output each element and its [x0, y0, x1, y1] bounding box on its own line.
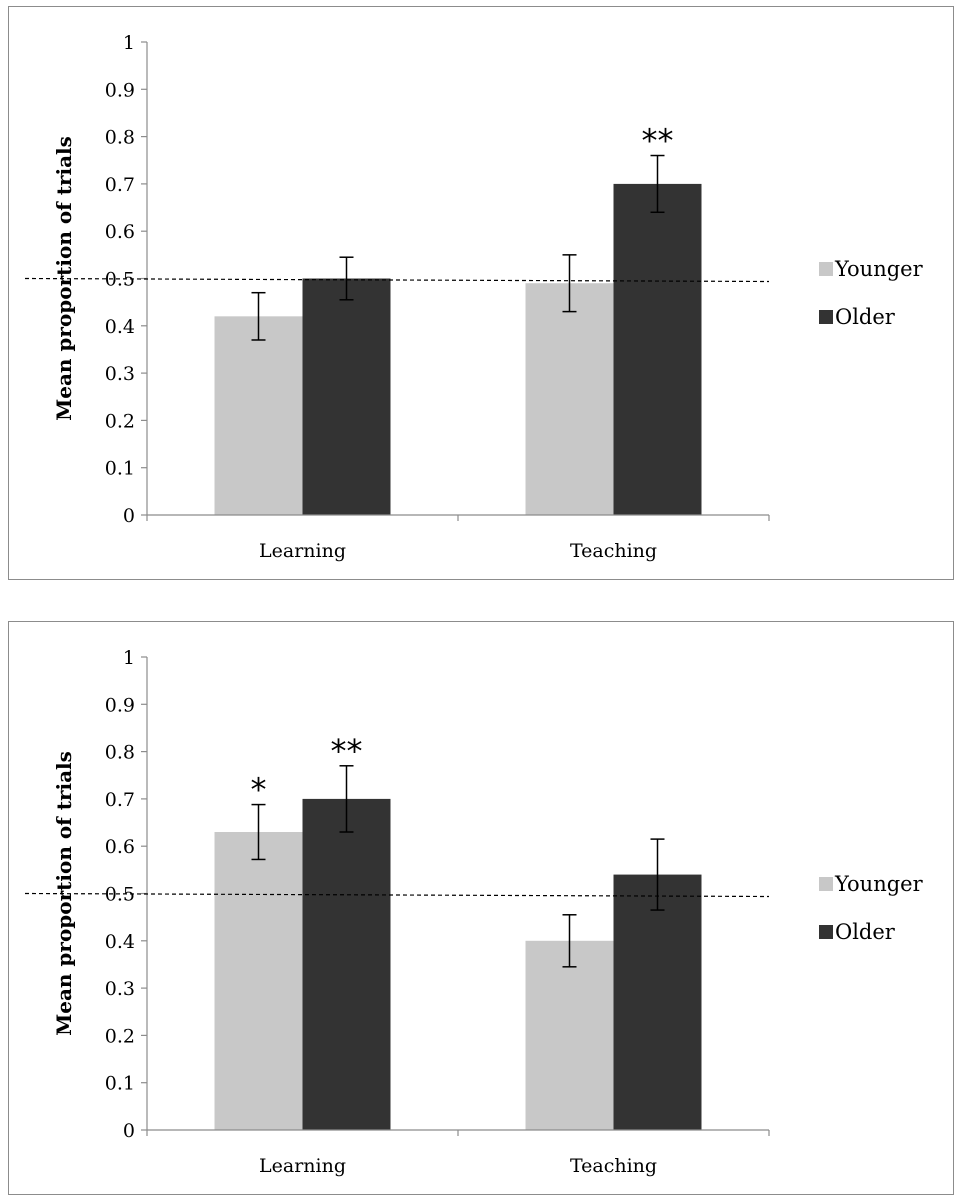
chart2-bar-younger-teaching [525, 940, 614, 1130]
chart2-reference-line [24, 892, 770, 898]
chart1-y-axis-label: Mean proportion of trials [52, 136, 76, 421]
chart2-y-tick-label-4: 0.4 [105, 931, 135, 953]
chart2-y-tick-label-6: 0.6 [105, 836, 135, 858]
chart2-y-tick-label-0: 0 [123, 1120, 135, 1142]
chart2-y-axis-label: Mean proportion of trials [52, 751, 76, 1036]
chart1-legend-label-older: Older [835, 305, 896, 329]
chart1-y-tick-label-3: 0.3 [105, 363, 135, 385]
chart1-y-tick-label-9: 0.9 [105, 79, 135, 101]
chart1-y-tick-label-0: 0 [123, 505, 135, 527]
chart2-bar-older-learning [302, 798, 391, 1130]
chart2-y-tick-label-9: 0.9 [105, 694, 135, 716]
chart1-reference-line [24, 277, 770, 283]
chart1-y-tick-label-10: 1 [123, 32, 135, 54]
chart2-legend-label-younger: Younger [834, 872, 924, 896]
chart1-legend-swatch-older [819, 310, 833, 324]
chart2-legend-label-older: Older [835, 920, 896, 944]
chart1-bar-older-learning [302, 278, 391, 515]
chart2-y-tick-label-5: 0.5 [105, 884, 135, 906]
bar-chart-2: 0 0.1 0.2 0.3 0.4 0.5 0.6 0.7 0.8 0.9 1 Learning Tea… [24, 647, 924, 1177]
chart2-y-tick-label-10: 1 [123, 647, 135, 669]
chart1-x-tick-label-learning: Learning [259, 540, 346, 562]
chart1-y-tick-label-5: 0.5 [105, 269, 135, 291]
chart1-bar-younger-teaching [525, 283, 614, 515]
chart1-legend-swatch-younger [819, 262, 833, 276]
chart1-y-tick-label-8: 0.8 [105, 127, 135, 149]
chart2-y-tick-label-7: 0.7 [105, 789, 135, 811]
chart2-y-tick-label-2: 0.2 [105, 1025, 135, 1047]
chart1-y-tick-label-2: 0.2 [105, 410, 135, 432]
chart2-bar-younger-learning [214, 832, 303, 1130]
chart1-y-tick-label-1: 0.1 [105, 458, 135, 480]
bar-chart-1: 0 0.1 0.2 0.3 0.4 0.5 0.6 0.7 0.8 0.9 1 Learning Tea… [24, 32, 924, 562]
chart2-y-tick-label-3: 0.3 [105, 978, 135, 1000]
chart1-y-tick-label-7: 0.7 [105, 174, 135, 196]
chart2-x-tick-label-teaching: Teaching [570, 1155, 657, 1177]
chart1-y-tick-label-4: 0.4 [105, 316, 135, 338]
chart1-significance-0: ** [642, 122, 674, 160]
chart-panel-2: 0 0.1 0.2 0.3 0.4 0.5 0.6 0.7 0.8 0.9 1 Learning Tea… [8, 621, 954, 1195]
chart1-legend-label-younger: Younger [834, 257, 924, 281]
chart2-bar-older-teaching [613, 874, 702, 1130]
chart1-y-tick-label-6: 0.6 [105, 221, 135, 243]
chart2-significance-1: ** [331, 732, 363, 770]
chart1-x-tick-label-teaching: Teaching [570, 540, 657, 562]
chart-panel-1: 0 0.1 0.2 0.3 0.4 0.5 0.6 0.7 0.8 0.9 1 Learning Tea… [8, 6, 954, 580]
chart2-legend-swatch-younger [819, 877, 833, 891]
chart1-bar-younger-learning [214, 316, 303, 515]
chart2-x-tick-label-learning: Learning [259, 1155, 346, 1177]
chart2-significance-0: * [251, 771, 267, 809]
chart2-y-tick-label-8: 0.8 [105, 742, 135, 764]
chart1-bar-older-teaching [613, 183, 702, 515]
chart2-legend-swatch-older [819, 925, 833, 939]
chart2-y-tick-label-1: 0.1 [105, 1073, 135, 1095]
